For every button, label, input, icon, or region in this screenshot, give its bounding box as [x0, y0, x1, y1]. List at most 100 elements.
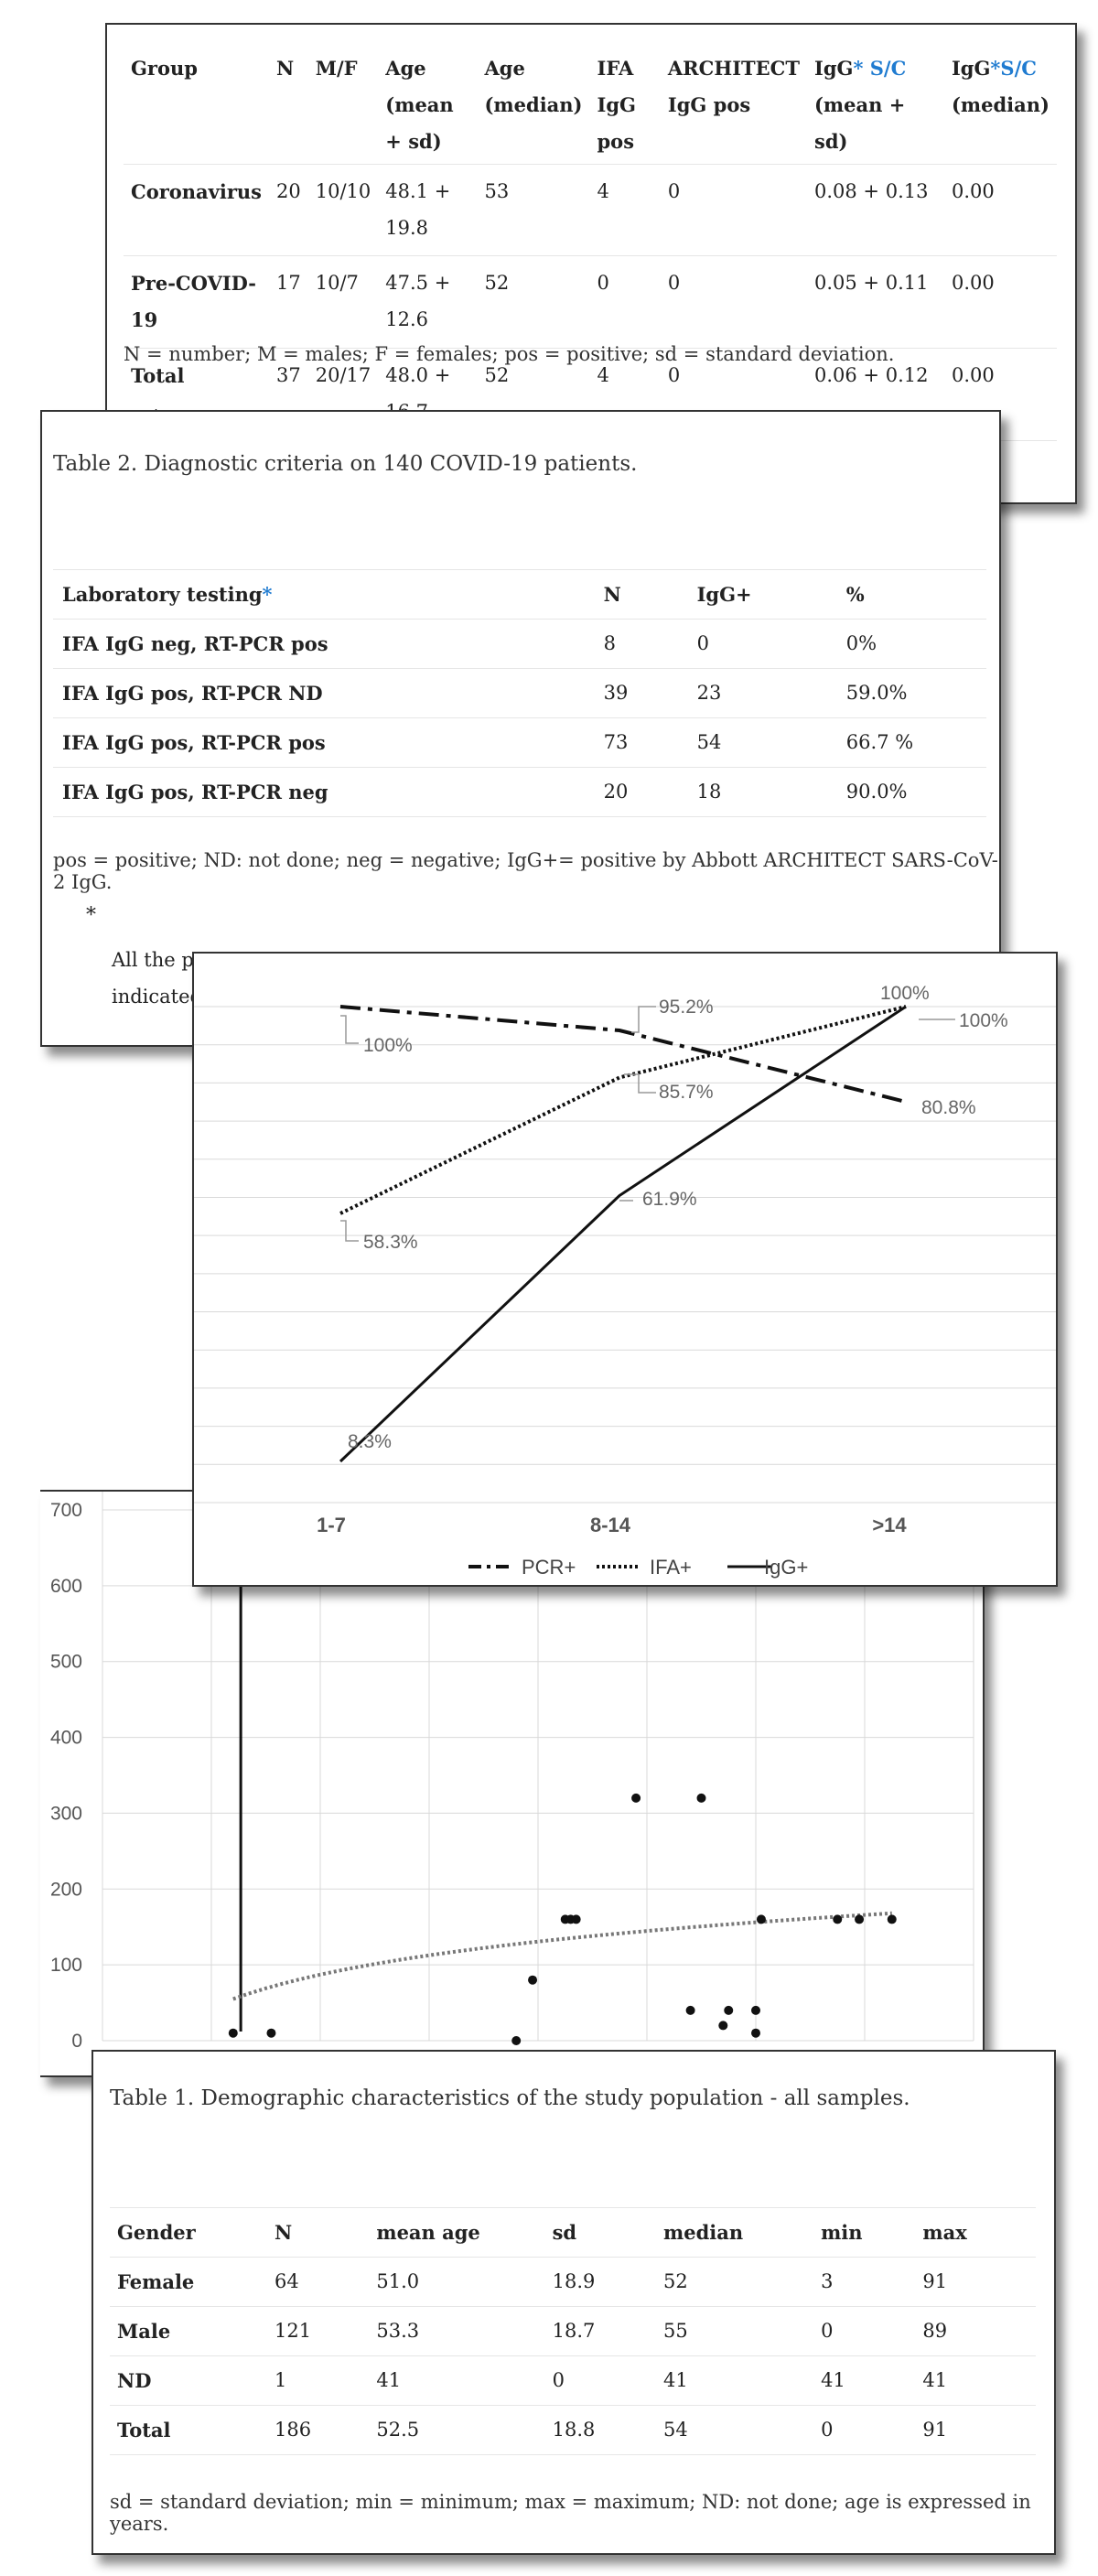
table1-card: Table 1. Demographic characteristics of …: [92, 2050, 1056, 2555]
table3-cell: 48.1 + 19.8: [378, 164, 478, 257]
table3-header-text: IgG pos: [667, 92, 751, 116]
table2-title: Table 2. Diagnostic criteria on 140 COVI…: [53, 452, 638, 476]
table2-row: IFA IgG pos, RT-PCR neg 20 18 90.0%: [53, 767, 986, 817]
table3-row: Coronavirus 20 10/10 48.1 + 19.8 53 4 0 0.08 + …: [124, 164, 1057, 257]
scatter-point: [751, 2005, 760, 2015]
x-tick-label: 1-7: [317, 1514, 346, 1536]
table3-header-star: * S/C: [853, 57, 907, 80]
data-label: 100%: [880, 983, 930, 1004]
table1-header-1: N: [267, 2207, 370, 2258]
table3-cell: 20: [269, 164, 308, 257]
table1-cell: 121: [267, 2306, 370, 2356]
table1-cell: 64: [267, 2257, 370, 2307]
data-label: 80.8%: [921, 1097, 976, 1118]
table3-header-text: IgG: [814, 57, 854, 80]
table2-header-n: N: [594, 569, 688, 620]
scatter-point: [751, 2028, 760, 2038]
table2-star: *: [86, 904, 96, 927]
table2-cell: 54: [687, 717, 837, 768]
table1-row: Total 186 52.5 18.8 54 0 91: [110, 2405, 1036, 2455]
table3-header-text: IgG: [951, 57, 991, 80]
table3-header-text: Age (mean: [385, 57, 454, 116]
table3-header-text: N: [276, 57, 295, 80]
data-label-leader: [340, 1220, 359, 1242]
table1-cell: 55: [656, 2306, 814, 2356]
table2-cell: IFA IgG pos, RT-PCR ND: [53, 668, 595, 718]
table1-cell: 52: [656, 2257, 814, 2307]
table1-cell: Male: [110, 2306, 268, 2356]
table1-cell: 3: [813, 2257, 916, 2307]
table3-cell: 53: [477, 164, 590, 257]
table1-header-3: sd: [544, 2207, 657, 2258]
table3-cell: 52: [477, 255, 590, 350]
x-tick-label: 8-14: [590, 1514, 631, 1536]
table1-title: Table 1. Demographic characteristics of …: [110, 2086, 910, 2110]
legend-label: IgG+: [764, 1556, 808, 1579]
table1-cell: 41: [813, 2355, 916, 2406]
x-tick-label: >14: [872, 1514, 907, 1536]
y-tick-label: 700: [50, 1500, 82, 1521]
table2-cell: 8: [594, 619, 688, 669]
data-label: 100%: [363, 1035, 413, 1056]
table2-cell: 73: [594, 717, 688, 768]
legend-label: IFA+: [650, 1556, 692, 1579]
data-label-leader: [631, 1006, 656, 1033]
scatter-point: [887, 1914, 897, 1924]
table3-header-3: Age (mean + sd): [378, 43, 478, 165]
table3-cell: 0: [660, 255, 807, 350]
table3-cell: 0: [660, 164, 807, 257]
scatter-point: [511, 2036, 522, 2045]
scatter-point: [855, 1914, 865, 1924]
data-label: 8.3%: [348, 1431, 392, 1452]
table2-cell: 18: [687, 767, 837, 817]
data-label: 61.9%: [642, 1189, 697, 1210]
table3-header-4: Age (median): [477, 43, 590, 165]
scatter-point: [685, 2005, 695, 2015]
table3-header-5: IFA IgG pos: [589, 43, 661, 165]
table3-cell: 17: [269, 255, 308, 350]
table3-header-text: (median): [484, 92, 583, 116]
table3-footnote: N = number; M = males; F = females; pos …: [124, 343, 895, 365]
line-chart-card: 100% 95.2% 80.8% 58.3% 85.7% 100% 8.3% 61.9% 100…: [192, 952, 1058, 1587]
y-tick-label: 300: [50, 1803, 82, 1824]
table2-cell: 0%: [836, 619, 986, 669]
table3-cell: 0.00: [943, 255, 1057, 350]
series-line-IFA+: [339, 1005, 907, 1215]
table1-footnote: sd = standard deviation; min = minimum; …: [110, 2491, 1031, 2535]
table2-row: IFA IgG neg, RT-PCR pos 8 0 0%: [53, 619, 986, 669]
table3-cell: 47.5 + 12.6: [378, 255, 478, 350]
scatter-point: [631, 1793, 641, 1803]
trendline: [232, 1911, 892, 2001]
legend-label: PCR+: [522, 1556, 576, 1579]
table2-cell: 0: [687, 619, 837, 669]
table2-cell: IFA IgG neg, RT-PCR pos: [53, 619, 595, 669]
table2-card: Table 2. Diagnostic criteria on 140 COVI…: [40, 410, 1001, 1047]
line-chart: 100% 95.2% 80.8% 58.3% 85.7% 100% 8.3% 61.9% 100…: [194, 983, 1056, 1579]
table1-cell: 51.0: [369, 2257, 545, 2307]
y-tick-label: 0: [71, 2031, 82, 2052]
table1-cell: 89: [915, 2306, 1036, 2356]
table2-cell: IFA IgG pos, RT-PCR pos: [53, 717, 595, 768]
line-chart-legend: PCR+ IFA+ IgG+: [468, 1556, 808, 1579]
table1-cell: 41: [369, 2355, 545, 2406]
table3-cell: 10/7: [307, 255, 379, 350]
table1-cell: 18.9: [544, 2257, 657, 2307]
table2-cell: IFA IgG pos, RT-PCR neg: [53, 767, 595, 817]
scatter-point: [696, 1793, 706, 1803]
table3-header-text: pos: [597, 129, 635, 153]
table2-header-igg: IgG+: [687, 569, 837, 620]
table2-note-line1: All the pa: [112, 949, 206, 971]
table2-note-line2: indicated: [112, 985, 202, 1008]
table3-body: Coronavirus 20 10/10 48.1 + 19.8 53 4 0 0.08 + …: [124, 164, 1057, 442]
table3-header-6: ARCHITECT IgG pos: [660, 43, 807, 165]
table1-cell: ND: [110, 2355, 268, 2406]
data-label-leader: [340, 1015, 359, 1044]
table1-cell: 1: [267, 2355, 370, 2406]
table2-note: All the pa indicated: [112, 943, 963, 1016]
scatter-point: [228, 2028, 238, 2038]
scatter-point: [571, 1914, 581, 1924]
table3-cell: Coronavirus: [124, 164, 270, 257]
table2-footnote: pos = positive; ND: not done; neg = nega…: [53, 849, 998, 893]
scatter-point: [833, 1914, 843, 1924]
